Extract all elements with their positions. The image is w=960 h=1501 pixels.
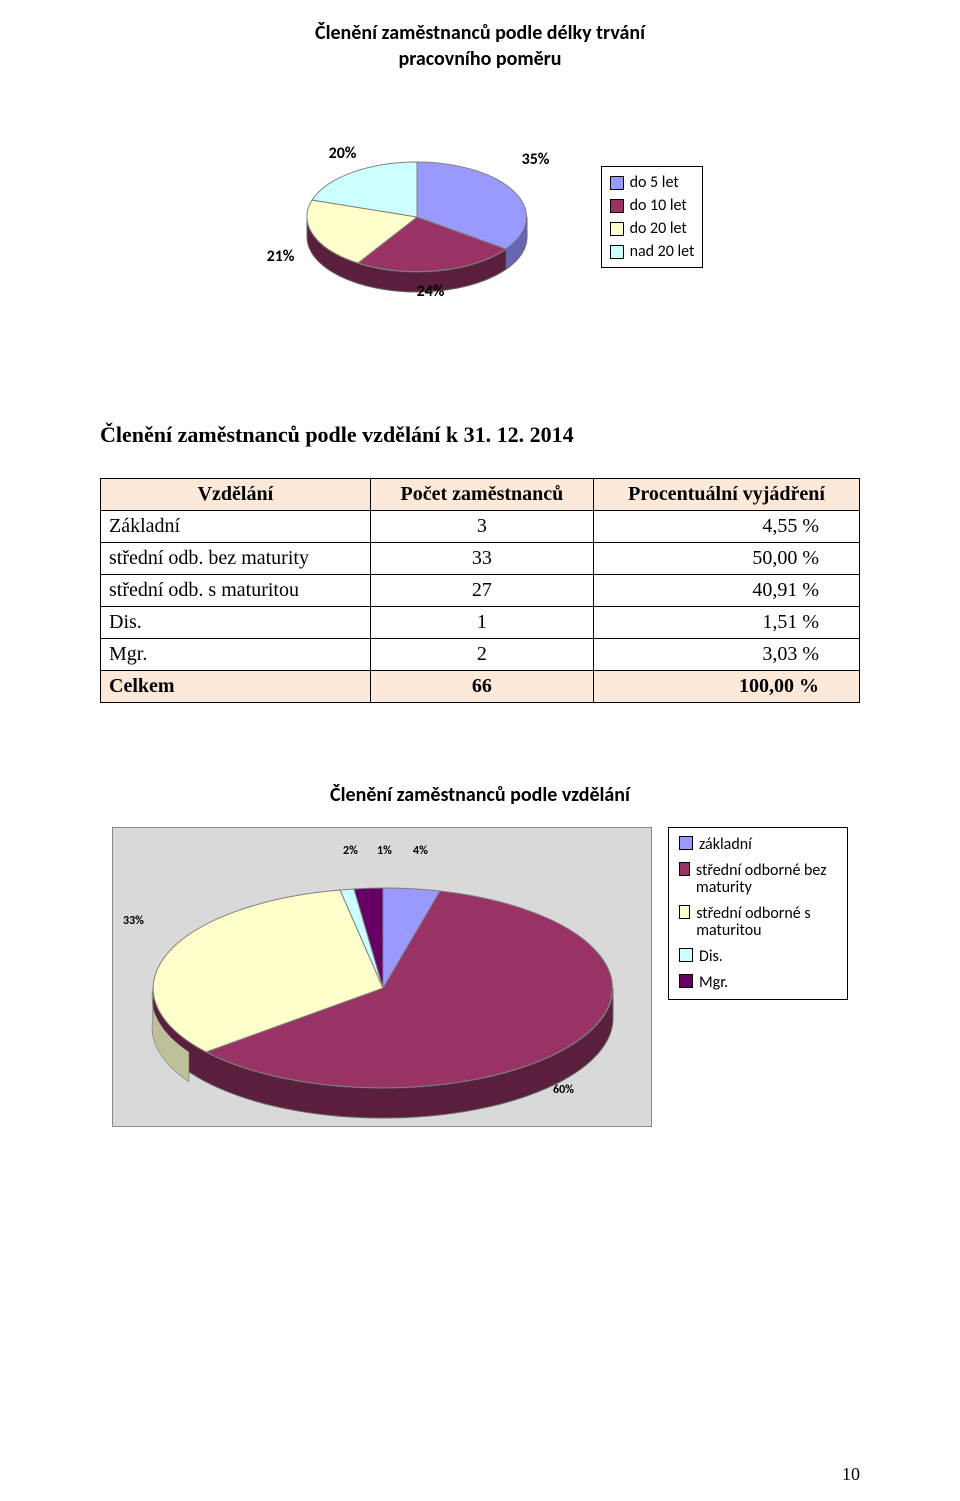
legend-item: Mgr. bbox=[679, 970, 837, 996]
chart2-title: Členění zaměstnanců podle vzdělání bbox=[100, 783, 860, 807]
chart1-label-24: 24% bbox=[417, 282, 445, 301]
legend-swatch-icon bbox=[610, 245, 624, 259]
chart1-title: Členění zaměstnanců podle délky trvání p… bbox=[100, 20, 860, 72]
table-cell-label: Základní bbox=[101, 511, 371, 543]
table-row: Dis. 1 1,51 % bbox=[101, 607, 860, 639]
table-cell-count: 1 bbox=[370, 607, 593, 639]
legend-label: Mgr. bbox=[699, 974, 728, 992]
legend-label: střední odborné bez maturity bbox=[696, 862, 837, 897]
table-cell-label: Dis. bbox=[101, 607, 371, 639]
legend-label: základní bbox=[699, 836, 752, 854]
chart2-label-1: 1% bbox=[377, 844, 392, 858]
legend-item: nad 20 let bbox=[610, 240, 695, 263]
legend-label: nad 20 let bbox=[630, 242, 695, 261]
chart1-label-21: 21% bbox=[267, 247, 295, 266]
chart1-legend: do 5 let do 10 let do 20 let nad 20 let bbox=[601, 166, 704, 268]
chart2-legend: základní střední odborné bez maturity st… bbox=[668, 827, 848, 1000]
table-row-total: Celkem 66 100,00 % bbox=[101, 671, 860, 703]
legend-label: střední odborné s maturitou bbox=[696, 905, 837, 940]
table-header-col1: Vzdělání bbox=[101, 479, 371, 511]
table-cell-pct: 3,03 % bbox=[594, 639, 860, 671]
chart1-title-line1: Členění zaměstnanců podle délky trvání bbox=[315, 21, 645, 45]
chart2-label-60: 60% bbox=[553, 1083, 574, 1097]
chart2-container: 2% 1% 4% 33% 60% základní střední odborn… bbox=[100, 827, 860, 1127]
table-cell-count: 3 bbox=[370, 511, 593, 543]
table-cell-label: Mgr. bbox=[101, 639, 371, 671]
table-cell-count: 33 bbox=[370, 543, 593, 575]
table-cell-count: 66 bbox=[370, 671, 593, 703]
legend-label: Dis. bbox=[699, 948, 723, 966]
legend-item: do 20 let bbox=[610, 217, 695, 240]
legend-swatch-icon bbox=[610, 176, 624, 190]
chart2-label-33: 33% bbox=[123, 914, 144, 928]
table-cell-count: 27 bbox=[370, 575, 593, 607]
legend-label: do 5 let bbox=[630, 173, 679, 192]
table-cell-label: střední odb. s maturitou bbox=[101, 575, 371, 607]
education-table: Vzdělání Počet zaměstnanců Procentuální … bbox=[100, 478, 860, 703]
chart2-plot-area: 2% 1% 4% 33% 60% bbox=[112, 827, 652, 1127]
table-row: Základní 3 4,55 % bbox=[101, 511, 860, 543]
legend-swatch-icon bbox=[679, 862, 690, 876]
legend-swatch-icon bbox=[610, 222, 624, 236]
table-header-col3: Procentuální vyjádření bbox=[594, 479, 860, 511]
legend-swatch-icon bbox=[679, 948, 693, 962]
chart2-label-4: 4% bbox=[413, 844, 428, 858]
section-heading-education: Členění zaměstnanců podle vzdělání k 31.… bbox=[100, 422, 860, 448]
legend-item: základní bbox=[679, 832, 837, 858]
table-cell-label: Celkem bbox=[101, 671, 371, 703]
table-cell-pct: 100,00 % bbox=[594, 671, 860, 703]
table-row: střední odb. s maturitou 27 40,91 % bbox=[101, 575, 860, 607]
chart2-label-2: 2% bbox=[343, 844, 358, 858]
legend-item: do 10 let bbox=[610, 194, 695, 217]
legend-label: do 20 let bbox=[630, 219, 687, 238]
legend-swatch-icon bbox=[610, 199, 624, 213]
legend-swatch-icon bbox=[679, 974, 693, 988]
chart1-pie: 35% 24% 21% 20% bbox=[257, 132, 577, 302]
legend-item: střední odborné bez maturity bbox=[679, 858, 837, 901]
table-row: střední odb. bez maturity 33 50,00 % bbox=[101, 543, 860, 575]
table-cell-count: 2 bbox=[370, 639, 593, 671]
legend-label: do 10 let bbox=[630, 196, 687, 215]
table-cell-pct: 4,55 % bbox=[594, 511, 860, 543]
legend-item: střední odborné s maturitou bbox=[679, 901, 837, 944]
legend-swatch-icon bbox=[679, 905, 690, 919]
legend-item: Dis. bbox=[679, 944, 837, 970]
chart1-label-35: 35% bbox=[522, 150, 550, 169]
legend-swatch-icon bbox=[679, 836, 693, 850]
table-cell-label: střední odb. bez maturity bbox=[101, 543, 371, 575]
chart1-container: 35% 24% 21% 20% do 5 let do 10 let do 20… bbox=[100, 132, 860, 302]
table-header-col2: Počet zaměstnanců bbox=[370, 479, 593, 511]
table-cell-pct: 40,91 % bbox=[594, 575, 860, 607]
chart1-label-20: 20% bbox=[329, 144, 357, 163]
legend-item: do 5 let bbox=[610, 171, 695, 194]
chart1-title-line2: pracovního poměru bbox=[398, 47, 561, 71]
table-cell-pct: 1,51 % bbox=[594, 607, 860, 639]
table-cell-pct: 50,00 % bbox=[594, 543, 860, 575]
page-number: 10 bbox=[842, 1464, 860, 1485]
table-row: Mgr. 2 3,03 % bbox=[101, 639, 860, 671]
